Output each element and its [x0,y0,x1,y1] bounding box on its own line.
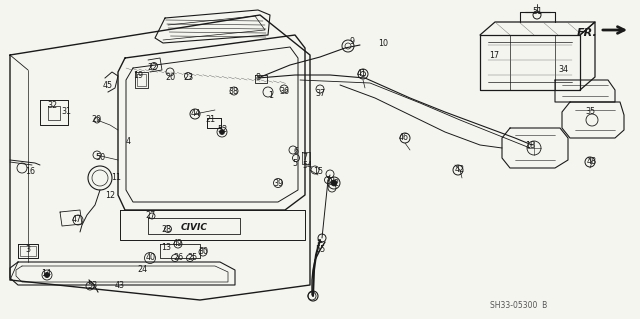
Text: 29: 29 [92,115,102,124]
Text: 39: 39 [273,179,283,188]
Text: 9: 9 [349,38,355,47]
Text: 50: 50 [95,153,105,162]
Text: 19: 19 [133,71,143,80]
Text: 3: 3 [26,246,31,255]
Text: 10: 10 [378,40,388,48]
Circle shape [331,180,337,186]
Text: 40: 40 [146,254,156,263]
Text: 8: 8 [255,73,260,83]
Text: 28: 28 [161,226,171,234]
Text: 47: 47 [72,214,82,224]
Text: 23: 23 [183,73,193,83]
Text: 12: 12 [105,191,115,201]
Text: 18: 18 [525,140,535,150]
Text: 20: 20 [165,73,175,83]
Text: 22: 22 [147,63,157,71]
Text: 35: 35 [585,108,595,116]
Text: 53: 53 [87,281,97,291]
Text: 17: 17 [489,51,499,61]
Text: CIVIC: CIVIC [180,222,207,232]
Text: 30: 30 [198,248,208,256]
Text: 44: 44 [191,109,201,118]
Text: 46: 46 [399,133,409,143]
Text: 13: 13 [161,242,171,251]
Text: 33: 33 [325,177,335,187]
Text: 49: 49 [173,240,183,249]
Text: 11: 11 [111,174,121,182]
Text: 31: 31 [61,108,71,116]
Text: 45: 45 [103,81,113,91]
Circle shape [220,130,225,135]
Text: 34: 34 [558,64,568,73]
Text: 32: 32 [47,101,57,110]
Text: 14: 14 [41,270,51,278]
Text: 51: 51 [532,8,542,17]
Text: FR.: FR. [577,28,598,38]
Text: 16: 16 [25,167,35,175]
Text: 43: 43 [115,280,125,290]
Circle shape [45,272,49,278]
Text: 25: 25 [188,254,198,263]
Text: 24: 24 [137,265,147,275]
Text: 36: 36 [279,86,289,95]
Text: 21: 21 [205,115,215,124]
Text: 26: 26 [173,254,183,263]
Text: 2: 2 [333,179,339,188]
Text: 41: 41 [357,70,367,78]
Text: 15: 15 [313,167,323,176]
Text: 38: 38 [228,86,238,95]
Text: SH33-05300  B: SH33-05300 B [490,300,547,309]
Text: 54: 54 [302,160,312,169]
Text: 7: 7 [303,152,308,161]
Text: 55: 55 [315,246,325,255]
Text: 42: 42 [455,166,465,174]
Text: 6: 6 [294,147,298,157]
Text: 4: 4 [125,137,131,146]
Text: 27: 27 [146,211,156,220]
Text: 52: 52 [217,125,227,135]
Text: 5: 5 [292,159,298,167]
Text: 48: 48 [587,158,597,167]
Text: 37: 37 [315,88,325,98]
Text: 1: 1 [269,91,273,100]
